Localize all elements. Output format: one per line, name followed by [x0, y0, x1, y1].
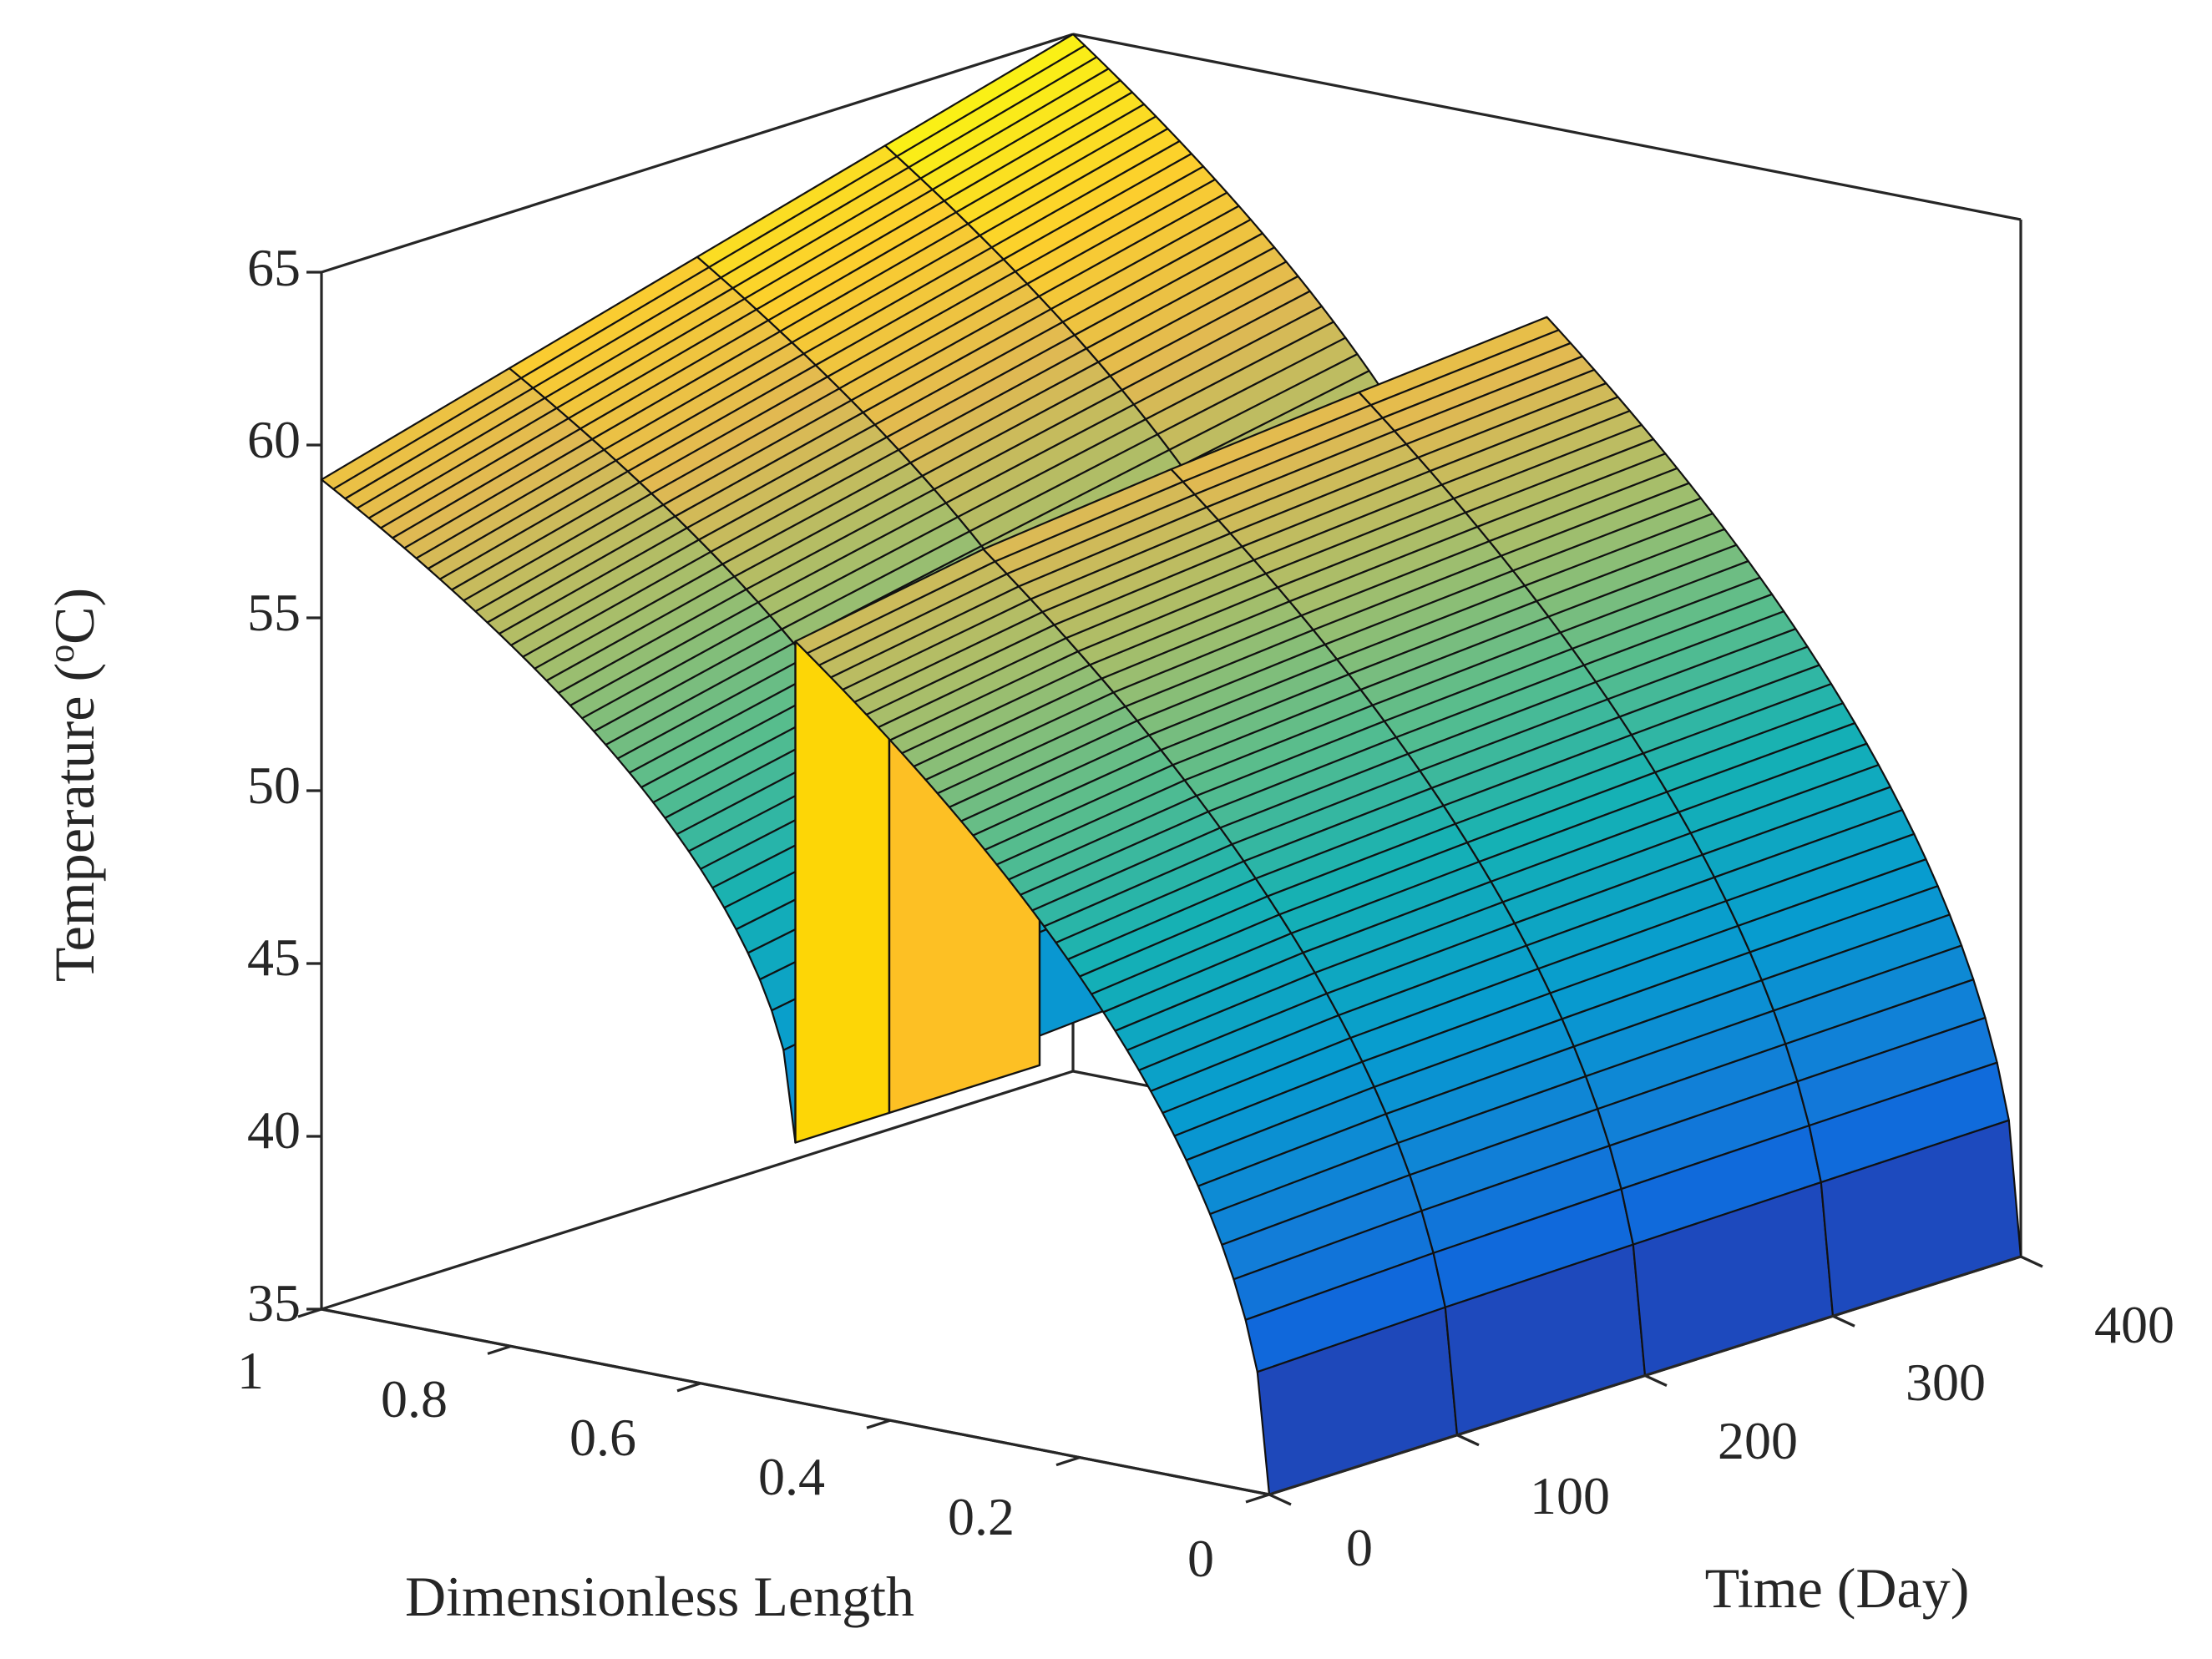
x-tick-label: 1	[237, 1341, 264, 1400]
x-tick-label: 0.2	[948, 1487, 1015, 1546]
y-axis-title: Time (Day)	[1705, 1556, 1970, 1620]
x-tick	[297, 1307, 322, 1318]
x-tick	[1245, 1493, 1270, 1504]
y-axis-tick-labels: 0 100 200 300 400	[1346, 1295, 2174, 1577]
z-tick-label: 55	[247, 583, 301, 642]
x-tick	[676, 1382, 701, 1393]
box-edge	[321, 33, 1074, 274]
z-axis-title-end: C)	[43, 588, 106, 645]
y-tick	[1644, 1374, 1668, 1387]
x-axis-tick-labels: 0 0.2 0.4 0.6 0.8 1	[237, 1341, 1214, 1588]
y-tick-label: 0	[1346, 1518, 1373, 1577]
x-tick	[866, 1419, 891, 1429]
box-edge	[1072, 33, 2022, 221]
z-tick-label: 50	[247, 756, 301, 815]
axis-ticks	[297, 271, 2043, 1506]
z-axis-tick-labels: 35 40 45 50 55 60 65	[247, 238, 301, 1333]
y-tick-label: 100	[1530, 1466, 1610, 1525]
box-edge	[321, 1307, 1270, 1496]
x-tick-label: 0.8	[381, 1369, 448, 1429]
z-tick-label: 65	[247, 238, 301, 297]
z-tick-label: 45	[247, 928, 301, 987]
y-tick	[1268, 1493, 1292, 1506]
y-tick-label: 300	[1906, 1353, 1986, 1412]
z-axis-title-main: Temperature (	[43, 663, 106, 982]
z-axis-title-sup: o	[41, 645, 82, 663]
z-axis-title: Temperature (oC)	[41, 588, 106, 982]
y-tick	[1456, 1434, 1480, 1447]
x-tick	[1055, 1456, 1081, 1467]
x-axis-title: Dimensionless Length	[405, 1565, 914, 1628]
x-tick-label: 0.6	[569, 1408, 636, 1467]
z-tick-label: 40	[247, 1100, 301, 1160]
surface-plot	[320, 33, 2022, 1496]
x-tick-label: 0	[1187, 1529, 1214, 1588]
x-tick	[487, 1344, 512, 1355]
y-tick-label: 200	[1718, 1411, 1798, 1470]
first-half-surface	[794, 316, 2022, 1496]
z-tick-label: 35	[247, 1273, 301, 1333]
y-tick	[1832, 1314, 1855, 1328]
y-tick-label: 400	[2094, 1295, 2174, 1354]
y-tick	[2020, 1255, 2043, 1268]
box-edge	[321, 1070, 1074, 1311]
z-tick-label: 60	[247, 410, 301, 469]
x-tick-label: 0.4	[758, 1447, 825, 1506]
